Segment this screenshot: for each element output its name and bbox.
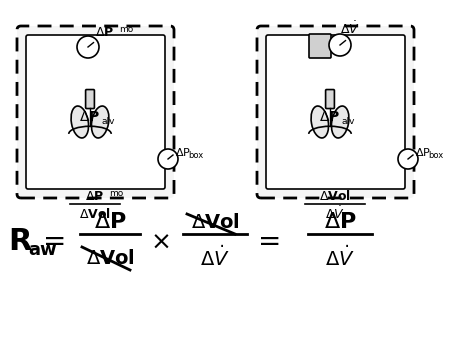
Text: =: = bbox=[258, 228, 282, 256]
Ellipse shape bbox=[311, 106, 328, 138]
Circle shape bbox=[329, 34, 351, 56]
Text: R: R bbox=[8, 227, 31, 256]
Text: $\Delta$Vol: $\Delta$Vol bbox=[191, 212, 239, 232]
Ellipse shape bbox=[91, 106, 109, 138]
FancyBboxPatch shape bbox=[26, 35, 165, 189]
Text: $\Delta$Vol: $\Delta$Vol bbox=[79, 207, 111, 221]
FancyBboxPatch shape bbox=[17, 26, 174, 198]
FancyBboxPatch shape bbox=[257, 26, 414, 198]
Text: box: box bbox=[428, 152, 443, 160]
Text: aw: aw bbox=[28, 241, 56, 259]
Text: $\Delta$P: $\Delta$P bbox=[319, 110, 340, 124]
Text: $\Delta$P: $\Delta$P bbox=[95, 26, 115, 39]
FancyBboxPatch shape bbox=[326, 90, 334, 108]
Text: $\Delta$P: $\Delta$P bbox=[85, 189, 105, 202]
FancyBboxPatch shape bbox=[309, 34, 331, 58]
Circle shape bbox=[77, 36, 99, 58]
FancyBboxPatch shape bbox=[86, 90, 94, 108]
Text: box: box bbox=[188, 152, 203, 160]
Text: $\Delta$P: $\Delta$P bbox=[415, 146, 431, 158]
Ellipse shape bbox=[71, 106, 89, 138]
Text: $\Delta$Vol: $\Delta$Vol bbox=[86, 249, 135, 267]
Circle shape bbox=[158, 149, 178, 169]
Text: alv: alv bbox=[102, 118, 116, 127]
Text: $\Delta\dot{V}$: $\Delta\dot{V}$ bbox=[325, 206, 345, 222]
Circle shape bbox=[398, 149, 418, 169]
Text: $\Delta\dot{V}$: $\Delta\dot{V}$ bbox=[325, 246, 355, 270]
Text: mo: mo bbox=[109, 189, 123, 198]
Text: $\Delta$P: $\Delta$P bbox=[80, 110, 100, 124]
Text: $\Delta$P: $\Delta$P bbox=[324, 212, 356, 232]
Text: $\Delta$Vol: $\Delta$Vol bbox=[319, 189, 351, 203]
FancyBboxPatch shape bbox=[266, 35, 405, 189]
Text: $\Delta\dot{V}$: $\Delta\dot{V}$ bbox=[340, 21, 360, 37]
Text: $\Delta\dot{V}$: $\Delta\dot{V}$ bbox=[200, 246, 230, 270]
Text: $\Delta$P: $\Delta$P bbox=[94, 212, 126, 232]
Text: alv: alv bbox=[342, 118, 356, 127]
Text: mo: mo bbox=[119, 26, 133, 35]
Text: =: = bbox=[43, 228, 67, 256]
Ellipse shape bbox=[331, 106, 349, 138]
Text: $\times$: $\times$ bbox=[150, 230, 170, 254]
Text: $\Delta$P: $\Delta$P bbox=[175, 146, 191, 158]
